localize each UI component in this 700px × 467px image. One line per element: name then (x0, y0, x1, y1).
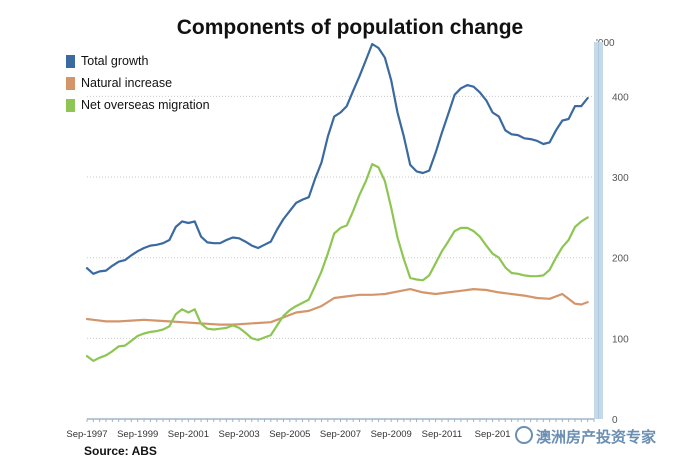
legend-swatch-natural-increase (66, 76, 75, 90)
series-line-net-overseas-migration (85, 163, 589, 362)
legend-item-total-growth[interactable]: Total growth (66, 50, 210, 72)
legend-item-net-overseas-migration[interactable]: Net overseas migration (66, 94, 210, 116)
legend-item-natural-increase[interactable]: Natural increase (66, 72, 210, 94)
x-tick-label-2: Sep-2001 (168, 429, 209, 440)
wechat-icon (515, 426, 533, 444)
x-tick-label-8: Sep-201 (475, 429, 511, 440)
x-tick-label-4: Sep-2005 (269, 429, 310, 440)
y-tick-label-2: 200 (612, 254, 629, 265)
series-line-natural-increase (85, 288, 589, 326)
y-axis-unit-label: '000 (596, 38, 615, 49)
legend-label-net-overseas-migration: Net overseas migration (81, 98, 210, 112)
y-tick-label-1: 100 (612, 334, 629, 345)
y-tick-label-3: 300 (612, 173, 629, 184)
chart-title: Components of population change (176, 16, 524, 39)
y-tick-label-0: 0 (612, 415, 618, 426)
x-tick-label-6: Sep-2009 (371, 429, 412, 440)
legend-swatch-total-growth (66, 54, 75, 68)
y-tick-label-4: 400 (612, 92, 629, 103)
legend: Total growth Natural increase Net overse… (66, 50, 210, 116)
x-tick-label-1: Sep-1999 (117, 429, 158, 440)
watermark-text: 澳洲房产投资专家 (536, 429, 657, 446)
legend-label-natural-increase: Natural increase (81, 76, 173, 90)
x-tick-label-3: Sep-2003 (218, 429, 259, 440)
x-tick-label-7: Sep-2011 (422, 429, 463, 440)
watermark: 澳洲房产投资专家 (515, 426, 656, 447)
series-line-total-growth (85, 42, 589, 275)
x-tick-label-0: Sep-1997 (66, 429, 107, 440)
legend-swatch-net-overseas-migration (66, 98, 75, 112)
legend-label-total-growth: Total growth (81, 54, 149, 68)
x-tick-label-5: Sep-2007 (320, 429, 361, 440)
source-note: Source: ABS (84, 444, 157, 458)
